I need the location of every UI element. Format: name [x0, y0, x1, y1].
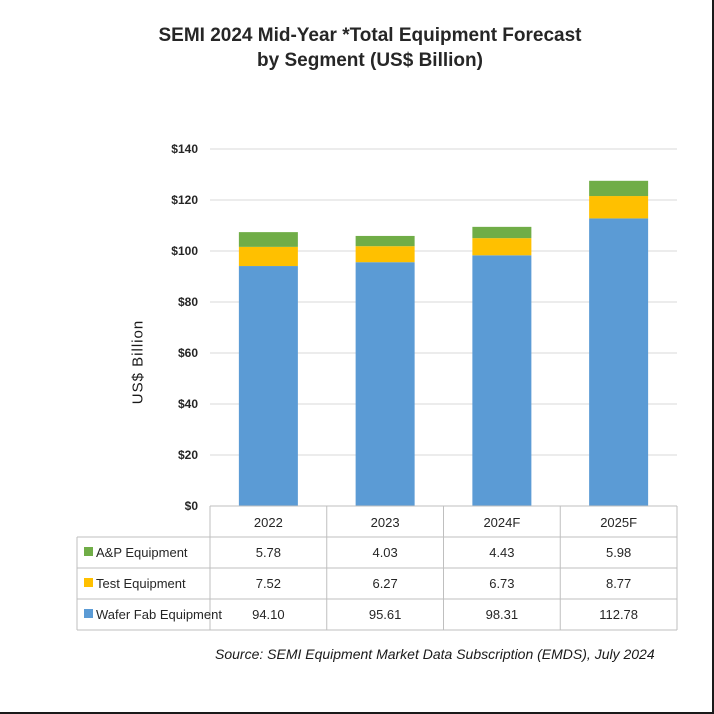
bar-wafer-fab-equipment: [589, 218, 649, 506]
data-label: 98.31: [486, 607, 519, 622]
data-label: 7.52: [256, 576, 281, 591]
bar-wafer-fab-equipment: [238, 266, 298, 506]
bar-ap-equipment: [238, 232, 298, 247]
bar-ap-equipment: [355, 235, 415, 247]
chart-subtitle: by Segment (US$ Billion): [257, 50, 483, 71]
data-label: 4.03: [372, 545, 397, 560]
x-category-label: 2023: [371, 515, 400, 530]
y-tick-label: $0: [185, 499, 199, 513]
bar-wafer-fab-equipment: [472, 255, 532, 506]
chart-title: SEMI 2024 Mid-Year *Total Equipment Fore…: [158, 25, 582, 46]
data-label: 94.10: [252, 607, 285, 622]
data-label: 112.78: [599, 607, 638, 622]
x-category-label: 2025F: [600, 515, 637, 530]
bar-test-equipment: [472, 238, 532, 256]
source-note: Source: SEMI Equipment Market Data Subsc…: [215, 646, 655, 662]
y-tick-label: $40: [178, 397, 198, 411]
data-label: 95.61: [369, 607, 402, 622]
bar-ap-equipment: [472, 226, 532, 239]
y-tick-label: $20: [178, 448, 198, 462]
data-label: 5.78: [256, 545, 281, 560]
y-tick-label: $60: [178, 346, 198, 360]
x-category-label: 2024F: [483, 515, 520, 530]
x-category-label: 2022: [254, 515, 283, 530]
bar-wafer-fab-equipment: [355, 262, 415, 506]
y-tick-label: $120: [171, 193, 198, 207]
legend-key-ap-equipment: [84, 547, 93, 556]
y-tick-label: $80: [178, 295, 198, 309]
y-tick-label: $100: [171, 244, 198, 258]
bar-ap-equipment: [589, 180, 649, 197]
legend-label-test-equipment: Test Equipment: [96, 576, 186, 591]
data-label: 6.27: [372, 576, 397, 591]
data-label: 6.73: [489, 576, 514, 591]
y-tick-label: $140: [171, 142, 198, 156]
legend-label-ap-equipment: A&P Equipment: [96, 545, 188, 560]
legend-key-test-equipment: [84, 578, 93, 587]
data-label: 5.98: [606, 545, 631, 560]
bar-test-equipment: [238, 246, 298, 267]
legend-label-wafer-fab-equipment: Wafer Fab Equipment: [96, 607, 222, 622]
bar-test-equipment: [589, 196, 649, 219]
bar-test-equipment: [355, 246, 415, 263]
data-label: 4.43: [489, 545, 514, 560]
legend-key-wafer-fab-equipment: [84, 609, 93, 618]
data-label: 8.77: [606, 576, 631, 591]
